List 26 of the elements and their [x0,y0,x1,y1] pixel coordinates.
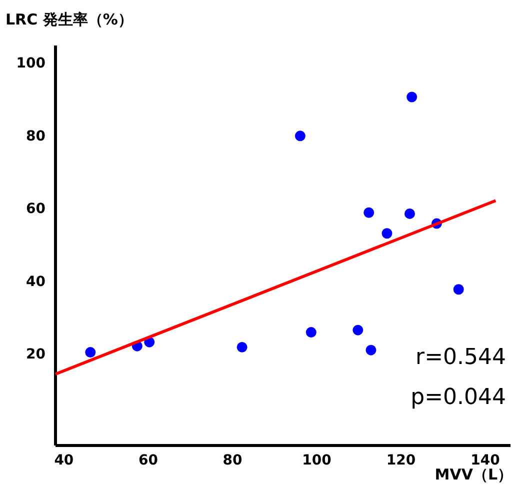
annotation: r=0.544 [416,345,506,370]
x-tick-label: 40 [54,452,74,468]
point [294,130,306,142]
point [236,342,248,352]
x-tick-label: 60 [138,452,158,468]
annotation: p=0.044 [410,385,506,410]
point [366,344,376,356]
y-tick-label: 100 [16,56,46,72]
point [85,347,96,358]
y-tick-label: 60 [26,201,46,218]
y-tick-label: 20 [26,346,46,363]
point [453,284,464,295]
point [352,324,364,336]
x-tick-label: 120 [386,452,416,468]
y-tick-label: 40 [26,274,46,290]
y-tick-label: 80 [26,128,46,144]
x-axis-title: MVV（L） [434,466,512,484]
y-axis-title: LRC 発生率（%） [6,10,133,28]
point [406,92,418,102]
point [382,228,392,239]
x-tick-label: 80 [222,452,242,468]
point [404,208,415,219]
x-tick-label: 100 [302,452,332,468]
x-tick-label: 140 [470,452,500,468]
point [306,327,316,338]
point [364,207,374,218]
